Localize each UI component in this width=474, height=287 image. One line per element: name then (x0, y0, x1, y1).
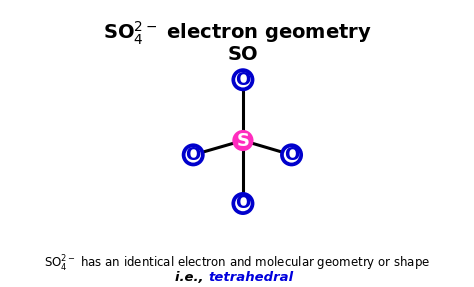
Text: i.e.,: i.e., (175, 271, 209, 284)
Text: O: O (186, 146, 201, 164)
Text: O: O (235, 195, 251, 212)
Text: SO$_4^{2-}$ electron geometry: SO$_4^{2-}$ electron geometry (102, 20, 372, 47)
Circle shape (185, 147, 201, 163)
Circle shape (235, 196, 251, 211)
Circle shape (182, 144, 205, 166)
Circle shape (284, 147, 299, 163)
Circle shape (231, 68, 255, 91)
Text: SO: SO (228, 46, 258, 65)
Text: SO$_4^{2-}$ has an identical electron and molecular geometry or shape: SO$_4^{2-}$ has an identical electron an… (44, 254, 430, 274)
Circle shape (231, 192, 255, 215)
Circle shape (232, 130, 254, 151)
Text: S: S (237, 131, 249, 150)
Circle shape (235, 72, 251, 88)
Text: O: O (235, 71, 251, 89)
Circle shape (280, 144, 303, 166)
Text: O: O (284, 146, 299, 164)
Text: tetrahedral: tetrahedral (209, 271, 294, 284)
